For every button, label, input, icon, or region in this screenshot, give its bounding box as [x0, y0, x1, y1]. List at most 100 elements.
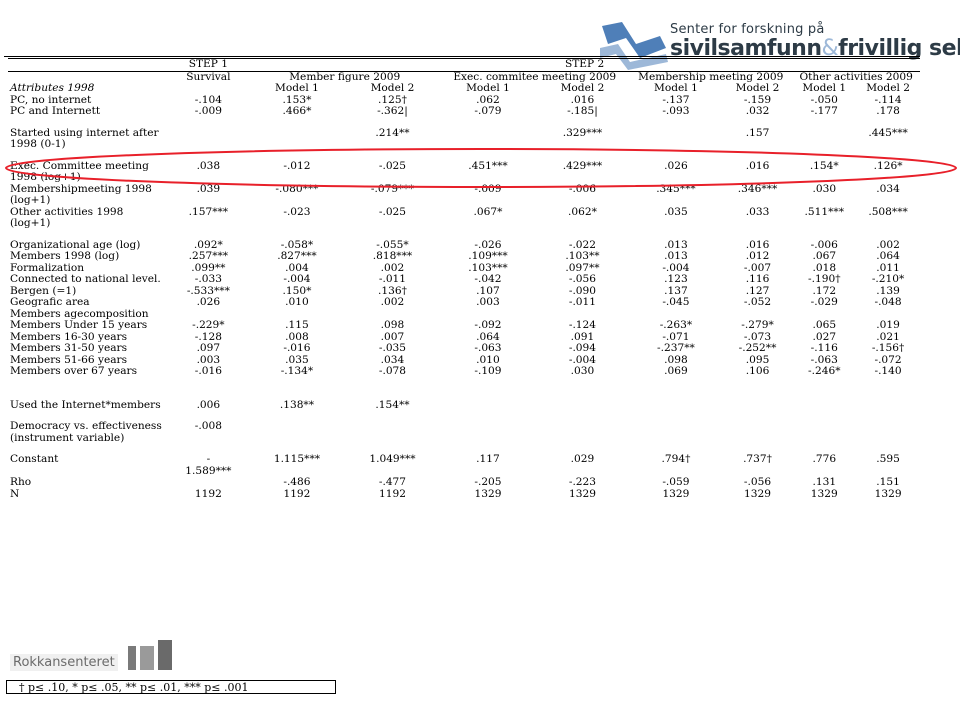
table-cell: .069 — [664, 365, 688, 377]
row-label: Other activities 1998 (log+1) — [10, 205, 124, 229]
model-header: Model 2 — [866, 82, 910, 94]
table-cell: .445*** — [868, 126, 908, 139]
table-cell: .004 — [285, 261, 309, 274]
table-cell: -.071 — [662, 330, 690, 343]
table-cell: -.056 — [568, 273, 597, 285]
table-cell: -.025 — [378, 205, 407, 218]
table-cell: -.050 — [810, 93, 838, 106]
table-cell — [792, 400, 856, 412]
table-cell: 1329 — [744, 487, 771, 500]
rokkansenteret-label: Rokkansenteret — [10, 654, 118, 671]
table-cell: .064 — [476, 330, 500, 343]
table-cell: .818*** — [372, 250, 413, 262]
table-cell: -.093 — [662, 105, 690, 117]
regression-table: STEP 1 STEP 2 Survival Member figure 200… — [8, 58, 920, 500]
table-row: Members 16-30 years -.128 .008 .007 .064 .091… — [8, 330, 920, 344]
row-label: Exec. Committee meeting 1998 (log+1) — [10, 159, 149, 183]
table-row: Connected to national level. -.033 -.004 -.… — [8, 273, 920, 286]
row-label: Members agecomposition — [10, 307, 149, 320]
table-cell: -.073 — [743, 330, 772, 343]
table-cell: -.035 — [378, 342, 407, 354]
table-cell: -.185| — [567, 105, 598, 117]
table-cell: .035 — [285, 353, 309, 366]
table-cell: -.045 — [662, 296, 690, 308]
table-row: Formalization .099** .004 .002 .103*** .097**… — [8, 261, 920, 275]
group-survival: Survival — [186, 70, 231, 83]
table-cell: 1.049*** — [369, 453, 416, 465]
step2-header: STEP 2 — [249, 58, 920, 72]
spacer-row — [8, 378, 920, 400]
table-cell: .157 — [745, 126, 770, 139]
model-header: Model 2 — [735, 82, 780, 94]
table-cell: 1329 — [474, 487, 502, 500]
table-row: Members 1998 (log) .257*** .827*** .818***.… — [8, 250, 920, 263]
table-cell: -.128 — [194, 330, 222, 343]
table-cell: .451*** — [468, 159, 508, 172]
table-cell: -.052 — [743, 296, 772, 308]
row-label: Members over 67 years — [10, 365, 138, 377]
header-steps: STEP 1 STEP 2 — [8, 58, 920, 72]
table-cell: .095 — [745, 353, 770, 366]
table-cell — [536, 421, 630, 444]
table-cell: -.009 — [474, 182, 502, 195]
table-row: Used the Internet*members .006 .138** .154*… — [8, 398, 920, 412]
table-cell: .018 — [812, 261, 837, 274]
table-cell: .154** — [375, 398, 410, 411]
table-cell: .097** — [565, 261, 600, 274]
table-cell: -.190† — [808, 273, 841, 285]
table-cell: .064 — [876, 250, 900, 262]
table-cell: -.362| — [377, 105, 408, 117]
step1-header: STEP 1 — [167, 58, 250, 72]
table-cell: -.025 — [378, 159, 407, 172]
table-cell: .097 — [196, 342, 221, 354]
table-cell: -.016 — [283, 342, 311, 354]
table-cell: .067 — [812, 250, 837, 262]
table-cell: -.109 — [474, 365, 502, 377]
row-label: Used the Internet*members — [10, 398, 161, 411]
row-label: PC and Internett — [10, 105, 101, 117]
table-cell — [856, 400, 920, 412]
row-label: Democracy vs. effectiveness (instrument … — [10, 420, 162, 444]
row-label: Connected to national level. — [10, 273, 161, 285]
table-cell — [792, 421, 856, 444]
table-cell: -.042 — [474, 273, 502, 285]
table-cell: -.058* — [280, 238, 314, 251]
table-row: Bergen (=1) -.533*** .150* .136† .107 -.090 .1… — [8, 284, 920, 298]
table-cell: .508*** — [868, 205, 908, 218]
table-cell: .115 — [285, 319, 309, 331]
table-cell: .033 — [745, 205, 770, 218]
table-cell: .103*** — [468, 261, 508, 274]
table-cell: -.237** — [657, 342, 695, 354]
header-groups: Survival Member figure 2009 Exec. commit… — [8, 71, 920, 83]
table-cell: -.033 — [194, 273, 222, 285]
table-cell: -.477 — [378, 476, 407, 488]
table-cell: 1192 — [283, 487, 311, 500]
table-cell: -.072 — [874, 353, 902, 366]
table-cell: -.159 — [743, 93, 772, 106]
table-cell: .157*** — [188, 205, 229, 218]
table-cell: .116 — [745, 273, 770, 285]
table-cell: 1192 — [194, 487, 222, 500]
table-cell: .030 — [570, 365, 595, 377]
table-cell: -.012 — [283, 159, 311, 172]
table-cell: .137 — [664, 284, 688, 297]
row-label: Members 31-50 years — [10, 342, 128, 354]
table-cell: .214** — [375, 126, 410, 139]
spacer-cell — [8, 230, 920, 240]
table-cell: -.011 — [568, 296, 597, 308]
row-label: Geografic area — [10, 296, 90, 308]
table-cell: .026 — [196, 296, 221, 308]
table-cell: .012 — [745, 250, 770, 262]
table-cell: .136† — [378, 284, 407, 297]
table-cell: 1329 — [874, 487, 902, 500]
table-cell: -.055* — [376, 238, 409, 251]
table-cell: .006 — [196, 398, 221, 411]
table-cell: .139 — [876, 284, 900, 297]
table-cell: .003 — [196, 353, 221, 366]
table-cell: .257*** — [188, 250, 229, 262]
table-cell: -.080*** — [275, 182, 319, 195]
table-cell: .098 — [380, 319, 405, 331]
table-cell: .154* — [809, 159, 839, 172]
table-cell: .016 — [745, 159, 770, 172]
table-cell: .126* — [873, 159, 903, 172]
